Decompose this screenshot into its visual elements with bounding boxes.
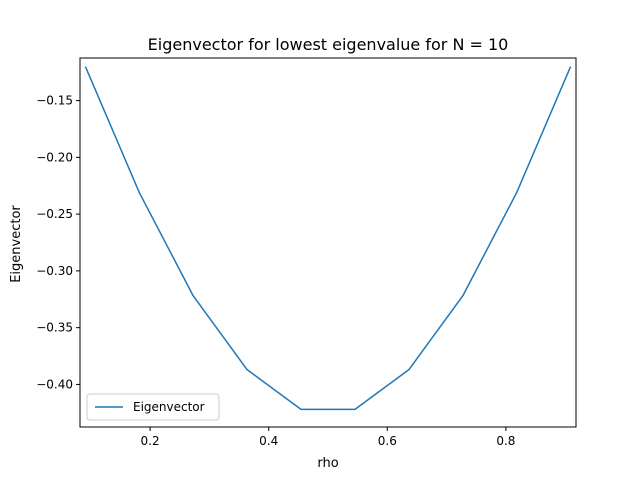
x-axis: 0.2 0.4 0.6 0.8	[141, 427, 515, 448]
x-tick-label: 0.2	[141, 434, 160, 448]
legend-entry: Eigenvector	[133, 400, 205, 414]
y-tick-label: −0.25	[36, 207, 73, 221]
y-axis-label: Eigenvector	[9, 205, 24, 283]
axes-frame	[79, 57, 577, 428]
legend: Eigenvector	[86, 393, 220, 421]
y-tick-label: −0.35	[36, 321, 73, 335]
chart-title: Eigenvector for lowest eigenvalue for N …	[148, 35, 509, 54]
y-tick-label: −0.15	[36, 94, 73, 108]
x-tick-label: 0.4	[259, 434, 278, 448]
x-tick-label: 0.8	[496, 434, 515, 448]
y-tick-label: −0.30	[36, 264, 73, 278]
legend-box	[86, 393, 220, 421]
y-axis: −0.15 −0.20 −0.25 −0.30 −0.35 −0.40	[36, 94, 80, 391]
y-tick-label: −0.40	[36, 377, 73, 391]
x-tick-label: 0.6	[378, 434, 397, 448]
plot-area	[84, 66, 572, 411]
x-axis-label: rho	[317, 456, 338, 471]
y-tick-label: −0.20	[36, 150, 73, 164]
series-line-eigenvector	[84, 66, 572, 411]
